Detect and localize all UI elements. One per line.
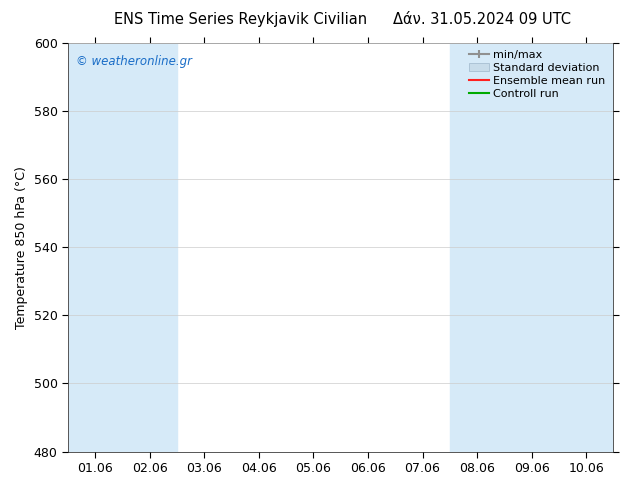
Bar — [559, 43, 614, 452]
Legend: min/max, Standard deviation, Ensemble mean run, Controll run: min/max, Standard deviation, Ensemble me… — [465, 46, 610, 103]
Bar — [68, 43, 122, 452]
Y-axis label: Temperature 850 hPa (°C): Temperature 850 hPa (°C) — [15, 166, 28, 328]
Text: ENS Time Series Reykjavik Civilian: ENS Time Series Reykjavik Civilian — [114, 12, 368, 27]
Text: Δάν. 31.05.2024 09 UTC: Δάν. 31.05.2024 09 UTC — [393, 12, 571, 27]
Bar — [122, 43, 177, 452]
Bar — [450, 43, 505, 452]
Bar — [505, 43, 559, 452]
Text: © weatheronline.gr: © weatheronline.gr — [76, 55, 192, 68]
